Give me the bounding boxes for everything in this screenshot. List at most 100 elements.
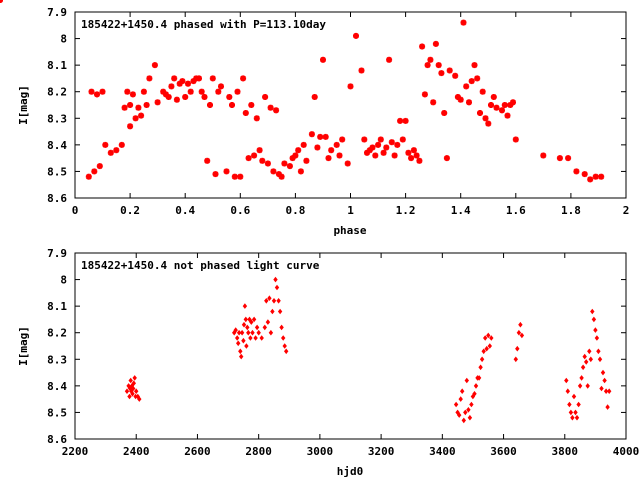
data-point [577, 383, 583, 389]
data-point [292, 152, 299, 159]
y-tick-label: 8.2 [47, 86, 67, 99]
data-point [486, 332, 491, 339]
data-point [427, 56, 434, 63]
data-point [297, 168, 304, 175]
data-point [286, 163, 293, 170]
data-point [405, 149, 412, 156]
data-point [516, 329, 522, 336]
data-point [468, 78, 475, 85]
data-point [0, 0, 3, 3]
phased-chart-panel: 185422+1450.4 phased with P=113.10day ph… [0, 0, 629, 237]
data-point [218, 83, 224, 90]
y-tick-label: 8.3 [47, 353, 67, 366]
data-point [573, 168, 580, 175]
data-point [132, 375, 137, 381]
data-point [481, 348, 486, 355]
data-point [91, 168, 98, 175]
data-point [457, 412, 462, 418]
data-point [556, 155, 563, 162]
data-point [325, 155, 332, 162]
y-tick-label: 7.9 [47, 6, 67, 19]
data-point [593, 327, 598, 333]
data-point [607, 388, 612, 394]
data-point [118, 141, 125, 148]
data-point [124, 388, 130, 394]
data-point [135, 104, 142, 111]
data-point [443, 155, 450, 162]
data-point [94, 91, 100, 98]
data-point [460, 19, 467, 26]
data-point [129, 91, 136, 98]
y-axis-label: I[mag] [17, 85, 30, 125]
data-point [585, 383, 590, 389]
data-point [587, 176, 594, 183]
data-point [438, 70, 445, 77]
data-point [485, 120, 492, 127]
data-point [278, 173, 285, 180]
data-point [248, 335, 253, 341]
data-point [570, 414, 575, 421]
data-point [477, 110, 483, 116]
data-point [461, 417, 466, 424]
data-point [124, 88, 131, 95]
data-point [250, 329, 255, 336]
data-point [603, 388, 609, 394]
x-tick-label: 0.6 [230, 204, 250, 217]
y-tick-label: 8.4 [47, 380, 67, 393]
data-point [204, 157, 211, 164]
data-point [229, 102, 235, 108]
x-tick-label: 3800 [552, 445, 579, 458]
data-point [587, 348, 592, 355]
x-tick-label: 1.8 [561, 204, 581, 217]
data-point [488, 102, 494, 108]
data-point [588, 356, 593, 363]
data-point [353, 32, 359, 39]
data-point [137, 396, 142, 402]
x-tick-label: 0 [72, 204, 79, 217]
data-point [276, 298, 281, 304]
data-point [232, 329, 237, 336]
data-point [102, 141, 109, 148]
data-point [375, 141, 382, 148]
data-point [453, 401, 459, 408]
data-point [377, 136, 384, 143]
data-point [339, 136, 346, 143]
data-point [493, 104, 500, 111]
data-point [513, 356, 518, 363]
data-point [207, 102, 213, 108]
data-point [598, 173, 605, 180]
y-tick-label: 8.3 [47, 112, 67, 125]
data-point [132, 115, 139, 122]
x-tick-label: 1.6 [506, 204, 526, 217]
data-point [259, 157, 266, 164]
data-point [574, 414, 580, 421]
data-point [268, 329, 274, 336]
data-point [518, 321, 523, 328]
data-point [333, 141, 340, 148]
data-point [466, 407, 471, 413]
data-point [240, 75, 247, 82]
data-point [271, 298, 277, 304]
data-point [241, 337, 246, 344]
data-point [499, 107, 505, 114]
data-point [243, 316, 248, 323]
data-point [311, 94, 318, 100]
data-point [408, 155, 415, 162]
data-point [469, 401, 474, 408]
data-points [124, 276, 612, 424]
data-point [402, 117, 409, 124]
data-point [590, 308, 595, 315]
data-point [284, 348, 289, 355]
data-point [460, 388, 465, 394]
data-point [270, 168, 277, 175]
data-point [96, 163, 103, 170]
data-point [179, 78, 186, 85]
data-point [441, 110, 448, 116]
data-point [264, 160, 271, 167]
data-point [270, 308, 275, 315]
data-point [457, 96, 464, 103]
data-point [372, 152, 379, 159]
x-tick-label: 2600 [184, 445, 211, 458]
data-point [308, 131, 315, 138]
data-point [483, 335, 488, 341]
